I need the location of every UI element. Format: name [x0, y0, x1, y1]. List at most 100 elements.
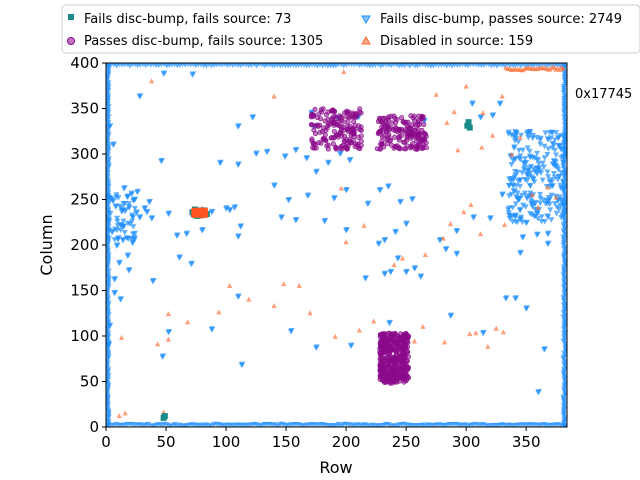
series-1-point — [349, 130, 355, 136]
series-1-point — [341, 133, 347, 139]
series-1-point — [379, 352, 385, 358]
axis-ticks: 0 50 100 150 200 250 300 350 0 50 100 150 200 250 300 3… — [70, 54, 540, 451]
series-2-point — [514, 169, 521, 176]
series-2-point — [517, 208, 524, 214]
series-1-point — [410, 115, 416, 121]
series-2-point — [514, 219, 521, 225]
series-2-point — [560, 153, 567, 160]
series-2-point — [184, 230, 191, 237]
series-2-point — [106, 218, 113, 225]
series-1-point — [381, 374, 387, 380]
series-2-point — [250, 114, 257, 120]
y-tick-label: 250 — [70, 191, 99, 209]
series-1-point — [408, 143, 414, 149]
series-2-point — [551, 147, 558, 154]
series-2-point — [535, 161, 542, 167]
series-2-point — [293, 217, 300, 223]
series-2-point — [536, 165, 543, 171]
series-2-point — [149, 215, 156, 221]
series-2-point — [114, 215, 121, 222]
series-2-point — [325, 159, 332, 166]
series-2-point — [497, 100, 504, 107]
series-2-point — [125, 201, 132, 207]
series-2-point — [403, 220, 410, 227]
series-1-point — [388, 369, 394, 375]
series-1-point — [420, 130, 426, 136]
series-3-point — [545, 184, 551, 190]
series-1-point — [392, 134, 398, 140]
series-2-point — [113, 203, 120, 209]
series-2-point — [176, 254, 183, 260]
series-3-point — [499, 93, 505, 99]
series-3-point — [517, 134, 523, 140]
series-2-point — [520, 160, 527, 166]
series-1-point — [340, 124, 346, 130]
series-1-point — [381, 132, 387, 138]
series-1-point — [388, 113, 394, 119]
series-2-point — [556, 133, 563, 139]
series-1-point — [338, 114, 344, 120]
series-2-point — [507, 178, 514, 185]
series-2-point — [524, 129, 531, 136]
y-tick-label: 200 — [70, 236, 99, 254]
series-2-point — [533, 156, 540, 163]
series-2-point — [541, 155, 548, 161]
legend-label-series-3: Disabled in source: 159 — [380, 34, 533, 49]
series-3-point — [122, 410, 128, 416]
series-2-point — [119, 207, 126, 214]
series-2-point — [516, 155, 523, 161]
series-2-point — [513, 136, 520, 142]
series-2-point — [131, 205, 138, 212]
series-2-point — [199, 227, 206, 233]
y-axis-label: Column — [37, 214, 56, 275]
series-2-point — [545, 214, 552, 220]
series-2-point — [443, 246, 450, 252]
y-tick-label: 100 — [70, 327, 99, 345]
series-1-point — [357, 145, 363, 151]
series-2-point — [524, 145, 531, 151]
series-3-point — [480, 110, 486, 116]
series-2-point — [313, 168, 320, 175]
series-2-point — [343, 186, 350, 193]
series-2-point — [125, 203, 132, 210]
border-point — [272, 422, 279, 427]
series-2-point — [235, 293, 242, 299]
series-1-point — [420, 136, 426, 142]
legend-label-series-1: Passes disc-bump, fails source: 1305 — [84, 34, 323, 49]
series-1-point — [388, 142, 394, 148]
series-2-point — [545, 240, 552, 247]
series-2-point — [403, 268, 410, 275]
series-1-point — [412, 131, 418, 137]
x-tick-label: 100 — [212, 433, 241, 451]
series-3-point — [479, 144, 485, 150]
series-3-point — [485, 343, 491, 349]
series-1-point — [345, 119, 351, 125]
series-2-point — [534, 216, 541, 222]
border-point — [163, 422, 170, 427]
series-1-point — [408, 135, 414, 141]
series-2-point — [293, 146, 300, 153]
series-1-point — [357, 106, 363, 112]
series-1-point — [416, 122, 422, 128]
series-2-point — [544, 151, 551, 158]
series-2-point — [557, 182, 564, 189]
legend: Fails disc-bump, fails source: 73 Passes… — [61, 4, 640, 54]
legend-label-series-0: Fails disc-bump, fails source: 73 — [84, 12, 291, 27]
series-1-point — [311, 145, 317, 151]
series-2-point — [137, 93, 144, 99]
series-2-point — [560, 185, 567, 191]
series-2-point — [513, 295, 520, 301]
series-2-point — [523, 219, 530, 226]
series-1-point — [312, 106, 318, 112]
series-2-point — [515, 139, 522, 145]
series-2-point — [478, 114, 485, 120]
series-2-point — [227, 207, 234, 213]
series-2-point — [137, 214, 144, 220]
series-3-point — [422, 252, 428, 258]
series-2-point — [537, 141, 544, 148]
series-1-point — [309, 113, 315, 119]
series-2-point — [561, 201, 567, 208]
series-2-point — [454, 250, 461, 257]
series-1-point — [314, 122, 320, 128]
series-2-point — [524, 172, 531, 178]
